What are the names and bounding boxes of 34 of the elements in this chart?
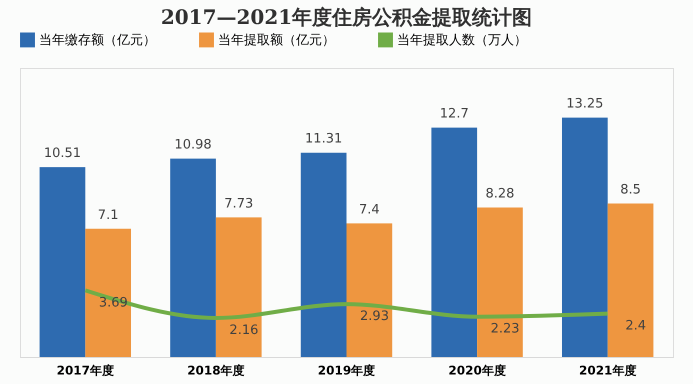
data-label: 10.98 [174,138,212,153]
bar [85,228,132,357]
data-label: 11.31 [305,132,342,147]
chart-title: 2017—2021年度住房公积金提取统计图 [160,5,532,29]
data-label: 7.73 [224,196,254,212]
data-label: 2.4 [625,318,646,334]
data-label: 10.51 [44,146,82,162]
bar [431,128,478,357]
bar [170,158,216,357]
bar [346,223,392,357]
x-tick-label: 2018年度 [187,364,245,378]
bar [300,152,346,357]
data-label: 2.16 [229,322,258,338]
data-label: 2.23 [490,322,520,337]
data-label: 3.69 [98,295,128,310]
legend-label: 当年缴存额（亿元） [39,32,156,48]
bar [608,203,654,357]
bar [216,217,262,357]
x-tick-label: 2017年度 [56,364,114,378]
data-label: 7.4 [359,202,380,218]
data-label: 7.1 [98,208,118,223]
data-label: 13.25 [566,96,604,112]
bar [477,207,523,357]
data-label: 12.7 [440,106,469,122]
x-tick-label: 2020年度 [448,364,506,378]
x-tick-label: 2019年度 [318,364,376,378]
x-tick-label: 2021年度 [578,364,636,378]
bar [562,118,608,357]
data-label: 2.93 [360,309,389,324]
legend-label: 当年提取额（亿元） [218,32,335,48]
bar [40,167,86,357]
data-label: 8.28 [485,186,514,202]
legend-label: 当年提取人数（万人） [397,32,527,48]
data-label: 8.5 [620,182,641,198]
